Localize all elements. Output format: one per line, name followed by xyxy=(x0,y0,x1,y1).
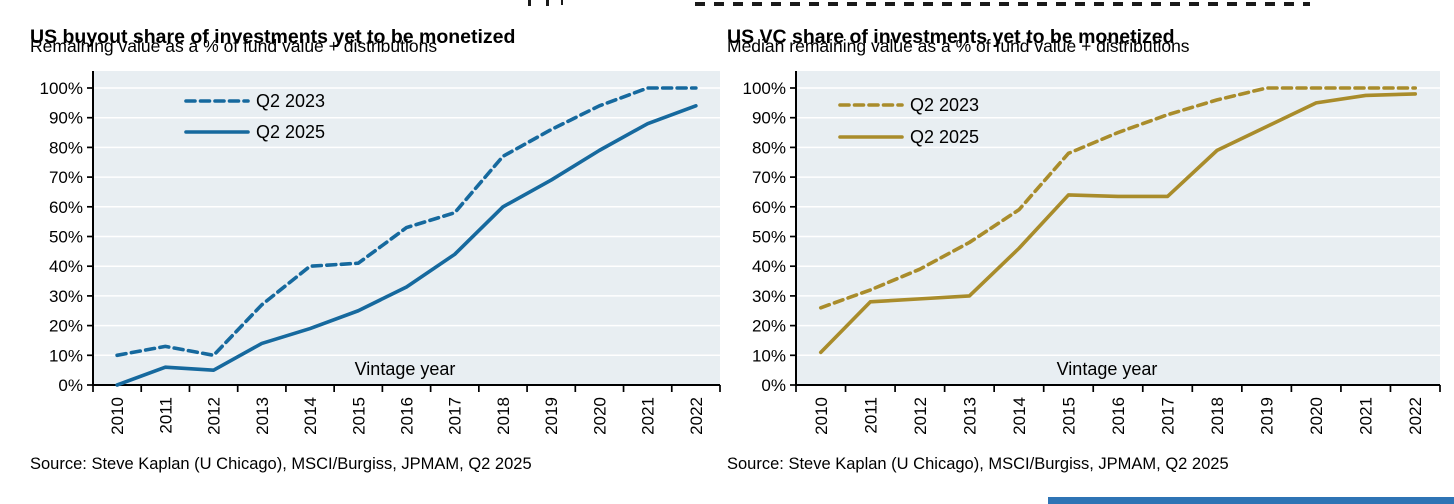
cropped-text-fragment xyxy=(695,2,1310,6)
y-axis-tick-label: 70% xyxy=(49,168,83,187)
x-axis-tick-label: 2021 xyxy=(1357,397,1376,435)
x-axis-tick-label: 2019 xyxy=(542,397,561,435)
y-axis-tick-label: 80% xyxy=(49,138,83,157)
y-axis-tick-label: 60% xyxy=(752,198,786,217)
x-axis-tick-label: 2015 xyxy=(349,397,368,435)
x-axis-tick-label: 2018 xyxy=(494,397,513,435)
x-axis-tick-label: 2013 xyxy=(253,397,272,435)
x-axis-tick-label: 2022 xyxy=(687,397,706,435)
x-axis-tick-label: 2019 xyxy=(1258,397,1277,435)
chart-title: US VC share of investments yet to be mon… xyxy=(727,26,1175,49)
y-axis-tick-label: 20% xyxy=(752,317,786,336)
series-line-q2-2025 xyxy=(115,104,698,387)
chart-title: US buyout share of investments yet to be… xyxy=(30,26,516,49)
legend-label: Q2 2023 xyxy=(256,91,325,111)
vintage-year-label: Vintage year xyxy=(355,359,456,379)
vc-line-chart: 0% 10% 20% 30% 40% 50% 60% 70% 80% 90% 100% 2010 201… xyxy=(743,71,1441,435)
footer-accent-bar xyxy=(1048,497,1454,504)
y-axis-tick-label: 100% xyxy=(40,79,83,98)
series-line-q2-2023 xyxy=(115,86,698,358)
vintage-year-label: Vintage year xyxy=(1057,359,1158,379)
x-axis-tick-label: 2013 xyxy=(960,397,979,435)
y-axis-tick-label: 30% xyxy=(49,287,83,306)
plot-area xyxy=(796,71,1440,385)
y-axis-tick-label: 0% xyxy=(761,376,786,395)
y-axis-tick-label: 40% xyxy=(752,257,786,276)
x-axis-tick-label: 2012 xyxy=(911,397,930,435)
source-note: Source: Steve Kaplan (U Chicago), MSCI/B… xyxy=(30,455,532,473)
y-axis-tick-label: 70% xyxy=(752,168,786,187)
y-axis-tick-label: 80% xyxy=(752,138,786,157)
y-axis-tick-label: 30% xyxy=(752,287,786,306)
y-axis-tick-label: 60% xyxy=(49,198,83,217)
buyout-line-chart: 0% 10% 20% 30% 40% 50% 60% 70% 80% 90% 100% 2010 201… xyxy=(40,71,721,435)
source-note: Source: Steve Kaplan (U Chicago), MSCI/B… xyxy=(727,455,1229,473)
chart-subtitle: Median remaining value as a % of fund va… xyxy=(727,36,1190,56)
y-axis-tick-label: 90% xyxy=(49,109,83,128)
series-line-q2-2025 xyxy=(818,92,1418,355)
x-axis-tick-label: 2012 xyxy=(205,397,224,435)
y-axis-tick-label: 20% xyxy=(49,317,83,336)
x-axis-tick-label: 2020 xyxy=(590,397,609,435)
chart-panel-us-buyout: US buyout share of investments yet to be… xyxy=(30,26,721,473)
x-axis-tick-label: 2011 xyxy=(861,397,880,434)
y-axis-tick-label: 90% xyxy=(752,109,786,128)
legend-label: Q2 2023 xyxy=(910,95,979,115)
x-axis-tick-label: 2010 xyxy=(812,397,831,435)
legend-label: Q2 2025 xyxy=(910,127,979,147)
x-axis-tick-label: 2010 xyxy=(108,397,127,435)
x-axis-tick-label: 2018 xyxy=(1208,397,1227,435)
x-axis-tick-label: 2016 xyxy=(398,397,417,435)
x-axis-tick-label: 2017 xyxy=(446,397,465,435)
y-axis-tick-label: 50% xyxy=(752,228,786,247)
y-axis-tick-label: 100% xyxy=(743,79,786,98)
x-axis-tick-label: 2020 xyxy=(1307,397,1326,435)
y-axis-tick-label: 10% xyxy=(49,346,83,365)
x-axis-tick-label: 2011 xyxy=(156,397,175,434)
x-axis-tick-label: 2017 xyxy=(1159,397,1178,435)
x-axis-tick-label: 2015 xyxy=(1059,397,1078,435)
x-axis-tick-label: 2014 xyxy=(301,397,320,435)
cropped-text-fragment xyxy=(528,0,568,6)
x-axis-tick-label: 2014 xyxy=(1010,397,1029,435)
x-axis-tick-label: 2022 xyxy=(1406,397,1425,435)
y-axis-tick-label: 40% xyxy=(49,257,83,276)
x-axis-tick-label: 2021 xyxy=(639,397,658,435)
x-axis-tick-label: 2016 xyxy=(1109,397,1128,435)
legend-label: Q2 2025 xyxy=(256,122,325,142)
y-axis-tick-label: 50% xyxy=(49,228,83,247)
y-axis-tick-label: 10% xyxy=(752,346,786,365)
chart-subtitle: Remaining value as a % of fund value + d… xyxy=(30,36,438,56)
y-axis-tick-label: 0% xyxy=(58,376,83,395)
series-line-q2-2023 xyxy=(818,86,1418,310)
chart-panel-us-vc: US VC share of investments yet to be mon… xyxy=(727,0,1454,504)
